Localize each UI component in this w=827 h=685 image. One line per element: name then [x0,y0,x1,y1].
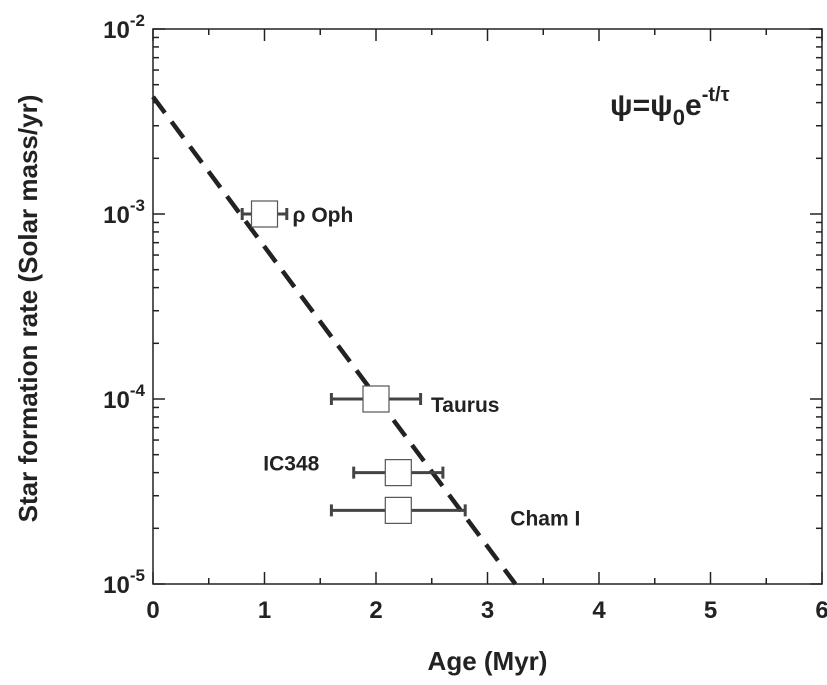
data-point-group: Taurus [329,385,499,417]
y-tick-base: 10 [103,387,130,414]
x-tick-label: 0 [146,597,159,624]
y-tick-labels: 10-510-410-310-2 [103,11,145,599]
equation-subscript: 0 [673,105,685,130]
y-tick-label: 10-3 [103,196,145,229]
y-tick-exponent: -2 [130,11,145,30]
data-series: ρ Oph Taurus IC348 Cham I [240,200,580,530]
data-point-label: ρ Oph [293,204,354,227]
data-point-label: IC348 [263,453,319,476]
data-point-group: ρ Oph [240,200,354,228]
y-tick-exponent: -4 [130,381,146,400]
equation-psi: ψ [610,89,633,122]
data-point-group: IC348 [263,453,445,487]
data-point-group: Cham I [329,496,580,530]
x-tick-labels: 0 1 2 3 4 5 6 [146,597,827,624]
equation-equals: = [633,89,651,122]
fit-line-group [151,95,518,586]
plot-frame [152,28,823,585]
y-axis-label: Star formation rate (Solar mass/yr) [13,95,43,523]
equation-e: e [685,89,702,122]
data-point-label: Taurus [431,394,499,417]
x-tick-label: 2 [369,597,382,624]
equation-exponent: -t/τ [702,84,730,106]
data-point-label: Cham I [510,507,580,530]
data-point-marker [384,496,412,524]
fit-line [151,95,518,586]
y-tick-exponent: -5 [130,566,145,585]
data-point-marker [250,200,279,228]
x-tick-label: 6 [815,597,827,624]
x-tick-label: 5 [704,597,717,624]
y-tick-label: 10-5 [103,566,145,599]
y-tick-exponent: -3 [130,196,145,215]
x-tick-label: 1 [258,597,271,624]
y-tick-base: 10 [103,17,130,44]
x-tick-label: 4 [592,597,606,624]
data-point-marker [362,385,390,413]
x-tick-label: 3 [481,597,494,624]
y-tick-label: 10-2 [103,11,145,44]
y-tick-base: 10 [103,202,130,229]
equation-annotation: ψ=ψ0e-t/τ [610,84,730,130]
major-ticks [152,28,823,585]
y-tick-base: 10 [103,572,130,599]
data-point-marker [384,459,412,487]
minor-ticks [153,29,822,584]
x-axis-label: Age (Myr) [428,646,548,676]
y-tick-label: 10-4 [103,381,145,414]
equation-psi-0: ψ [650,89,673,122]
